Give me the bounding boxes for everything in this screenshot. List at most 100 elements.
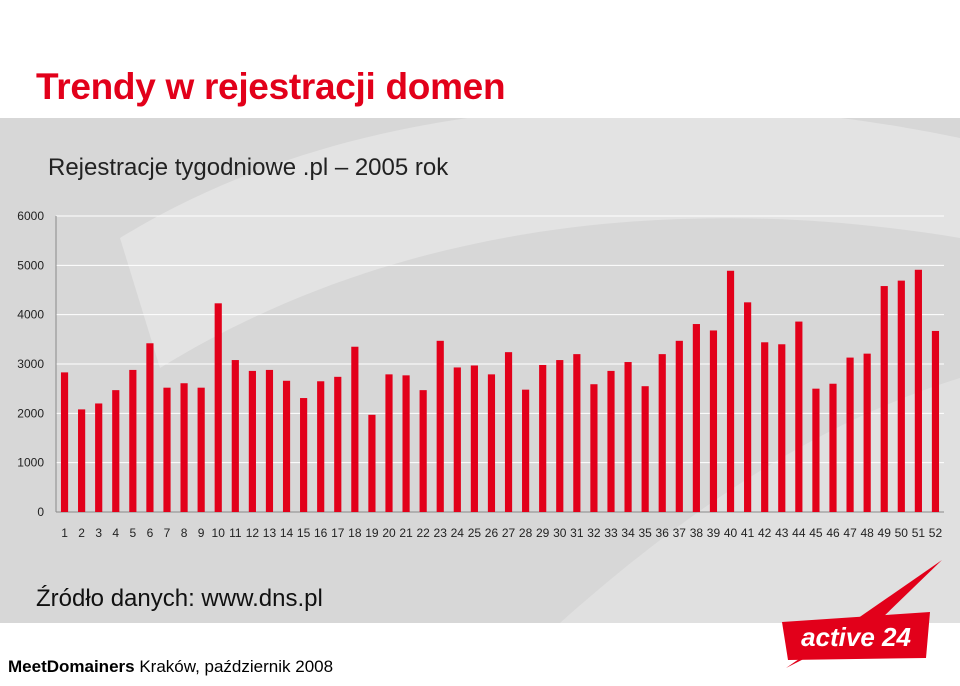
x-tick-label: 12 xyxy=(246,526,260,540)
bar xyxy=(163,387,171,512)
bar xyxy=(504,352,513,512)
x-tick-label: 27 xyxy=(502,526,516,540)
bar xyxy=(214,303,222,512)
bar xyxy=(487,374,496,512)
x-tick-label: 46 xyxy=(826,526,840,540)
x-tick-label: 50 xyxy=(895,526,909,540)
footer-brand: MeetDomainers xyxy=(8,657,135,676)
bar xyxy=(180,383,188,512)
x-tick-label: 36 xyxy=(656,526,670,540)
x-tick-label: 40 xyxy=(724,526,738,540)
x-tick-label: 49 xyxy=(878,526,892,540)
x-tick-label: 15 xyxy=(297,526,311,540)
bar xyxy=(607,370,615,512)
slide-title: Trendy w rejestracji domen xyxy=(36,66,506,107)
bar xyxy=(590,384,598,512)
bar xyxy=(795,321,803,512)
y-tick-label: 0 xyxy=(37,505,44,519)
bar xyxy=(539,364,547,512)
y-tick-label: 1000 xyxy=(17,456,44,470)
bar xyxy=(573,354,581,512)
bar xyxy=(726,270,735,512)
bar xyxy=(556,360,564,512)
y-tick-label: 6000 xyxy=(17,209,44,223)
x-tick-label: 39 xyxy=(707,526,721,540)
y-tick-label: 3000 xyxy=(17,357,44,371)
bar xyxy=(470,365,478,512)
x-tick-label: 52 xyxy=(929,526,943,540)
x-tick-label: 35 xyxy=(638,526,652,540)
x-tick-label: 42 xyxy=(758,526,772,540)
decorative-swoosh xyxy=(120,118,960,623)
x-tick-label: 8 xyxy=(181,526,188,540)
x-tick-label: 5 xyxy=(130,526,137,540)
x-tick-label: 38 xyxy=(690,526,704,540)
footer-location-date: Kraków, październik 2008 xyxy=(134,657,334,676)
bar xyxy=(829,383,837,512)
bar xyxy=(522,389,530,512)
x-tick-label: 13 xyxy=(263,526,277,540)
bars xyxy=(60,269,940,512)
x-tick-label: 26 xyxy=(485,526,499,540)
x-tick-label: 45 xyxy=(809,526,823,540)
x-tick-label: 34 xyxy=(621,526,635,540)
bar xyxy=(641,386,649,512)
bar xyxy=(265,369,274,512)
bar xyxy=(761,342,769,512)
bar xyxy=(334,376,342,512)
footer: MeetDomainers Kraków, październik 2008 xyxy=(8,657,333,677)
x-tick-label: 21 xyxy=(399,526,413,540)
bar xyxy=(812,388,820,512)
logo-text: active 24 xyxy=(801,622,911,652)
bar xyxy=(402,375,410,512)
bar xyxy=(146,343,154,512)
x-tick-label: 23 xyxy=(434,526,448,540)
x-tick-label: 6 xyxy=(147,526,154,540)
x-tick-label: 24 xyxy=(451,526,465,540)
x-tick-label: 37 xyxy=(673,526,687,540)
x-tick-label: 22 xyxy=(416,526,430,540)
x-tick-label: 7 xyxy=(164,526,171,540)
bar xyxy=(129,369,137,512)
x-tick-label: 51 xyxy=(912,526,926,540)
x-tick-label: 16 xyxy=(314,526,328,540)
bar xyxy=(880,286,888,512)
bar xyxy=(914,269,922,512)
bar xyxy=(282,380,291,512)
x-tick-label: 4 xyxy=(112,526,119,540)
bar xyxy=(692,324,700,512)
x-tick-label: 29 xyxy=(536,526,550,540)
x-tick-label: 2 xyxy=(78,526,85,540)
bar xyxy=(95,403,103,512)
bar xyxy=(317,381,325,512)
x-tick-label: 48 xyxy=(860,526,874,540)
x-tick-label: 18 xyxy=(348,526,362,540)
bar xyxy=(112,390,120,512)
bar xyxy=(846,357,854,512)
x-axis-ticks: 1 2 3 4 5 6 7 8 9 10 11 12 13 14 15 16 17 18 19 20 21 22 23 24 2… xyxy=(61,526,942,540)
bar xyxy=(624,362,632,512)
bar xyxy=(658,354,666,512)
x-tick-label: 47 xyxy=(843,526,857,540)
y-axis-ticks: 0 1000 2000 3000 4000 5000 6000 xyxy=(17,209,44,519)
x-tick-label: 31 xyxy=(570,526,584,540)
x-tick-label: 1 xyxy=(61,526,68,540)
x-tick-label: 3 xyxy=(95,526,102,540)
x-tick-label: 17 xyxy=(331,526,345,540)
bar xyxy=(197,387,205,512)
bar xyxy=(863,353,871,512)
x-tick-label: 28 xyxy=(519,526,533,540)
y-tick-label: 5000 xyxy=(17,258,44,272)
bar xyxy=(368,414,376,512)
y-tick-label: 2000 xyxy=(17,406,44,420)
gridlines xyxy=(55,215,944,513)
x-tick-label: 33 xyxy=(604,526,618,540)
bar xyxy=(78,409,86,512)
source-note: Źródło danych: www.dns.pl xyxy=(36,585,323,612)
x-tick-label: 41 xyxy=(741,526,755,540)
x-tick-label: 14 xyxy=(280,526,294,540)
x-tick-label: 11 xyxy=(229,526,242,540)
x-tick-label: 19 xyxy=(365,526,379,540)
y-tick-label: 4000 xyxy=(17,308,44,322)
